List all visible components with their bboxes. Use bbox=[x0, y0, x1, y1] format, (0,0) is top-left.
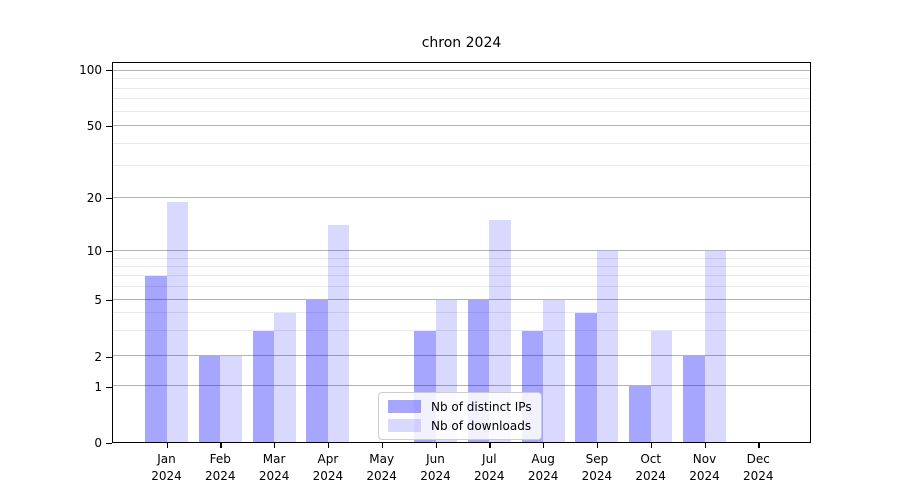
legend-row-downloads: Nb of downloads bbox=[388, 416, 532, 435]
x-tick-label-nov: Nov 2024 bbox=[689, 452, 720, 483]
x-tick-label-aug: Aug 2024 bbox=[527, 452, 559, 483]
y-tick-mark-20 bbox=[106, 197, 112, 200]
legend-label-distinct-ips: Nb of distinct IPs bbox=[431, 399, 532, 414]
y-tick-mark-10 bbox=[106, 251, 112, 253]
bar-oct-downloads bbox=[650, 331, 673, 442]
x-tick-mark-dec bbox=[758, 443, 760, 448]
x-tick-mark-apr bbox=[327, 443, 330, 448]
bar-feb-downloads bbox=[220, 355, 242, 442]
y-gridline-major-5 bbox=[113, 298, 810, 300]
legend-label-downloads: Nb of downloads bbox=[431, 418, 532, 433]
y-tick-label-100: 100 bbox=[79, 63, 102, 77]
y-tick-label-5: 5 bbox=[94, 292, 102, 307]
bar-mar-distinct-ips bbox=[252, 331, 275, 442]
y-gridline-major-20 bbox=[113, 197, 810, 199]
x-tick-mark-jan bbox=[166, 443, 168, 448]
bar-sep-distinct-ips bbox=[575, 313, 597, 442]
x-tick-mark-jun bbox=[435, 443, 437, 448]
bar-nov-distinct-ips bbox=[683, 355, 705, 442]
x-tick-label-feb: Feb 2024 bbox=[205, 452, 236, 483]
y-tick-mark-100 bbox=[106, 70, 112, 72]
y-gridline-minor-30 bbox=[113, 165, 810, 167]
x-tick-label-may: May 2024 bbox=[366, 452, 397, 483]
x-tick-label-oct: Oct 2024 bbox=[635, 452, 666, 483]
y-gridline-minor-8 bbox=[113, 265, 810, 267]
plot-area bbox=[112, 62, 811, 443]
y-gridline-minor-3 bbox=[113, 330, 810, 331]
y-tick-mark-5 bbox=[106, 299, 112, 302]
y-gridline-minor-70 bbox=[113, 98, 810, 100]
y-gridline-major-100 bbox=[113, 70, 810, 71]
bar-nov-downloads bbox=[704, 251, 726, 442]
bar-sep-downloads bbox=[596, 251, 619, 442]
y-gridline-major-2 bbox=[113, 354, 810, 356]
x-tick-mark-aug bbox=[543, 443, 545, 448]
y-gridline-major-1 bbox=[113, 385, 810, 387]
legend: Nb of distinct IPs Nb of downloads bbox=[378, 392, 542, 440]
y-tick-label-10: 10 bbox=[86, 244, 102, 259]
bar-aug-downloads bbox=[543, 299, 565, 442]
x-tick-label-sep: Sep 2024 bbox=[581, 452, 613, 483]
x-tick-label-apr: Apr 2024 bbox=[312, 452, 344, 483]
x-tick-label-mar: Mar 2024 bbox=[258, 452, 290, 483]
y-gridline-major-50 bbox=[113, 125, 810, 127]
y-tick-label-2: 2 bbox=[94, 349, 102, 364]
x-tick-mark-nov bbox=[704, 443, 706, 448]
x-tick-label-jan: Jan 2024 bbox=[151, 452, 182, 483]
y-tick-mark-50 bbox=[106, 125, 112, 127]
legend-swatch-distinct-ips bbox=[388, 400, 421, 413]
bar-jan-downloads bbox=[166, 202, 188, 442]
y-gridline-minor-90 bbox=[113, 78, 810, 80]
y-tick-label-50: 50 bbox=[86, 118, 102, 133]
y-gridline-minor-40 bbox=[113, 142, 810, 144]
x-tick-mark-feb bbox=[220, 443, 222, 448]
legend-row-distinct-ips: Nb of distinct IPs bbox=[388, 397, 532, 416]
x-tick-mark-may bbox=[381, 443, 384, 448]
x-tick-mark-oct bbox=[650, 443, 653, 448]
chart-title: chron 2024 bbox=[421, 35, 502, 51]
y-gridline-minor-60 bbox=[113, 110, 810, 112]
bar-apr-distinct-ips bbox=[306, 299, 328, 442]
bar-jan-distinct-ips bbox=[145, 276, 167, 442]
y-gridline-minor-7 bbox=[113, 275, 810, 276]
y-gridline-minor-9 bbox=[113, 257, 810, 259]
y-gridline-major-10 bbox=[113, 250, 810, 252]
y-tick-mark-2 bbox=[106, 356, 112, 358]
bar-mar-downloads bbox=[274, 313, 296, 442]
bar-jul-downloads bbox=[489, 220, 511, 442]
x-tick-label-dec: Dec 2024 bbox=[743, 452, 774, 483]
y-tick-mark-0 bbox=[106, 443, 112, 445]
bar-feb-distinct-ips bbox=[198, 355, 221, 442]
bar-apr-downloads bbox=[327, 225, 350, 442]
x-tick-mark-mar bbox=[274, 443, 276, 448]
y-gridline-minor-4 bbox=[113, 312, 810, 314]
y-tick-label-20: 20 bbox=[86, 190, 102, 205]
y-gridline-minor-6 bbox=[113, 285, 810, 287]
y-tick-mark-1 bbox=[106, 387, 112, 389]
legend-swatch-downloads bbox=[388, 419, 421, 432]
y-tick-label-0: 0 bbox=[94, 436, 102, 450]
y-gridline-minor-80 bbox=[113, 87, 810, 89]
x-tick-label-jun: Jun 2024 bbox=[420, 452, 451, 483]
x-tick-label-jul: Jul 2024 bbox=[474, 452, 505, 483]
y-tick-label-1: 1 bbox=[94, 380, 102, 394]
x-tick-mark-sep bbox=[596, 443, 599, 448]
x-tick-mark-jul bbox=[489, 443, 491, 448]
bar-oct-distinct-ips bbox=[629, 386, 651, 442]
